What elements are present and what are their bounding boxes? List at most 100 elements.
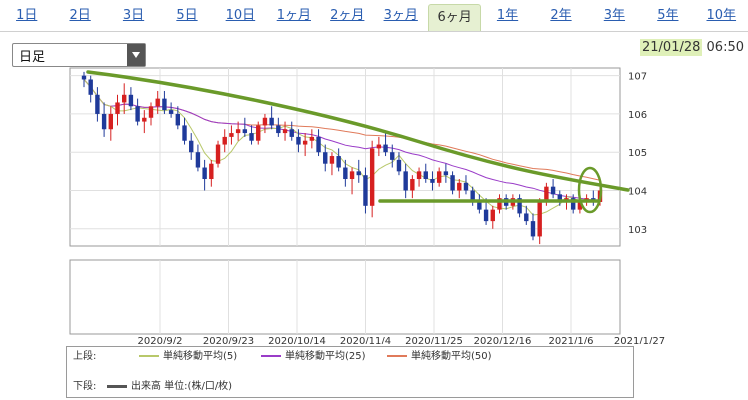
candle-body (390, 152, 395, 160)
candle-body (443, 171, 449, 176)
y-tick-label: 106 (628, 110, 647, 121)
candle-body (323, 152, 328, 164)
candle-body (376, 144, 382, 149)
tab-2[interactable]: 3日 (122, 8, 145, 23)
candle-body (349, 171, 355, 180)
candle-body (490, 209, 495, 222)
candle-body (336, 156, 341, 168)
candle-body (135, 106, 140, 122)
candle-body (369, 148, 375, 206)
tab-12[interactable]: 5年 (657, 8, 679, 23)
y-tick-label: 104 (628, 186, 647, 197)
candle-body (282, 129, 288, 134)
candle-body (396, 159, 402, 172)
candle-period-value: 日足 (19, 50, 46, 65)
period-tabs: 1日 2日 3日 5日 10日 1ヶ月 2ヶ月 3ヶ月 6ヶ月 1年 2年 3年 5年 10年 (0, 0, 748, 32)
candle-body (182, 125, 187, 141)
candle-body (115, 102, 120, 114)
chevron-down-icon[interactable] (127, 44, 145, 66)
legend-volume: 出来高 単位:(株/口/枚) (107, 380, 232, 394)
x-tick-label: 2020/9/2 (138, 336, 183, 344)
legend-box: 上段: 単純移動平均(5) 単純移動平均(25) 単純移動平均(50) 下段: … (66, 346, 634, 398)
x-tick-label: 2020/11/4 (340, 336, 391, 344)
legend-ma5-label: 単純移動平均(5) (163, 351, 238, 362)
tab-8[interactable]: 6ヶ月 (428, 4, 481, 31)
legend-lower-label: 下段: (73, 381, 97, 392)
candle-body (557, 194, 562, 202)
ma25-line (83, 79, 601, 201)
candle-body (356, 171, 361, 176)
ma50-swatch (387, 355, 407, 357)
candle-body (168, 110, 174, 114)
candle-body (262, 117, 268, 126)
candle-body (383, 144, 388, 153)
candle-body (256, 125, 261, 141)
candle-body (577, 201, 583, 210)
tab-0[interactable]: 1日 (16, 8, 38, 23)
candle-body (457, 182, 462, 191)
candle-body (302, 140, 308, 145)
tab-13[interactable]: 10年 (706, 8, 737, 23)
y-tick-label: 107 (628, 72, 647, 83)
candle-body (410, 179, 415, 191)
candle-body (101, 113, 107, 130)
candle-body (222, 136, 227, 145)
candle-body (343, 167, 348, 180)
candle-body (242, 129, 248, 134)
candle-body (403, 171, 408, 191)
candle-body (416, 171, 422, 180)
tab-7[interactable]: 3ヶ月 (383, 8, 418, 23)
legend-ma25-label: 単純移動平均(25) (285, 351, 366, 362)
candle-body (477, 201, 482, 210)
candle-body (215, 144, 221, 164)
legend-ma25: 単純移動平均(25) (261, 350, 366, 364)
timestamp-time: 06:50 (706, 40, 744, 55)
candle-body (329, 156, 335, 164)
candle-body (276, 125, 281, 134)
tab-3[interactable]: 5日 (176, 8, 198, 23)
x-tick-label: 2020/11/25 (405, 336, 463, 344)
candle-body (309, 136, 315, 141)
tab-4[interactable]: 10日 (225, 8, 256, 23)
candle-body (517, 198, 522, 214)
candle-body (289, 129, 294, 137)
candle-body (148, 106, 154, 118)
candle-body (229, 133, 234, 137)
x-tick-label: 2021/1/6 (549, 336, 594, 344)
candle-body (483, 209, 489, 222)
legend-volume-label: 出来高 単位:(株/口/枚) (131, 381, 233, 392)
candle-body (202, 167, 207, 180)
candle-body (155, 98, 160, 107)
candle-body (108, 113, 114, 130)
ma5-swatch (139, 355, 159, 357)
y-tick-label: 105 (628, 148, 647, 159)
candle-body (296, 136, 301, 145)
candle-body (530, 221, 536, 237)
candle-body (470, 190, 475, 202)
candle-body (537, 201, 542, 237)
volume-swatch (107, 384, 127, 388)
candle-period-select[interactable]: 日足 (12, 43, 146, 67)
candle-body (363, 175, 368, 206)
candle-body (175, 113, 181, 126)
x-tick-label: 2020/9/23 (203, 336, 254, 344)
tab-1[interactable]: 2日 (69, 8, 91, 23)
candle-body (189, 140, 194, 153)
candle-body (142, 117, 147, 122)
volume-plot-frame (69, 259, 621, 335)
tab-6[interactable]: 2ヶ月 (330, 8, 365, 23)
candle-body (81, 75, 87, 80)
candle-body (544, 186, 549, 202)
tab-5[interactable]: 1ヶ月 (276, 8, 311, 23)
x-tick-label: 2020/12/16 (474, 336, 532, 344)
tab-11[interactable]: 3年 (603, 8, 626, 23)
candle-body (463, 182, 469, 191)
candle-body (195, 152, 201, 168)
timestamp-date: 21/01/28 (640, 39, 703, 56)
price-chart: 103 104 105 106 107 2020/9/2 2020/9/23 2020/10/… (69, 67, 665, 344)
candle-body (209, 163, 214, 180)
legend-ma50-label: 単純移動平均(50) (411, 351, 492, 362)
tab-10[interactable]: 2年 (550, 8, 572, 23)
candle-body (550, 186, 556, 195)
tab-9[interactable]: 1年 (496, 8, 519, 23)
